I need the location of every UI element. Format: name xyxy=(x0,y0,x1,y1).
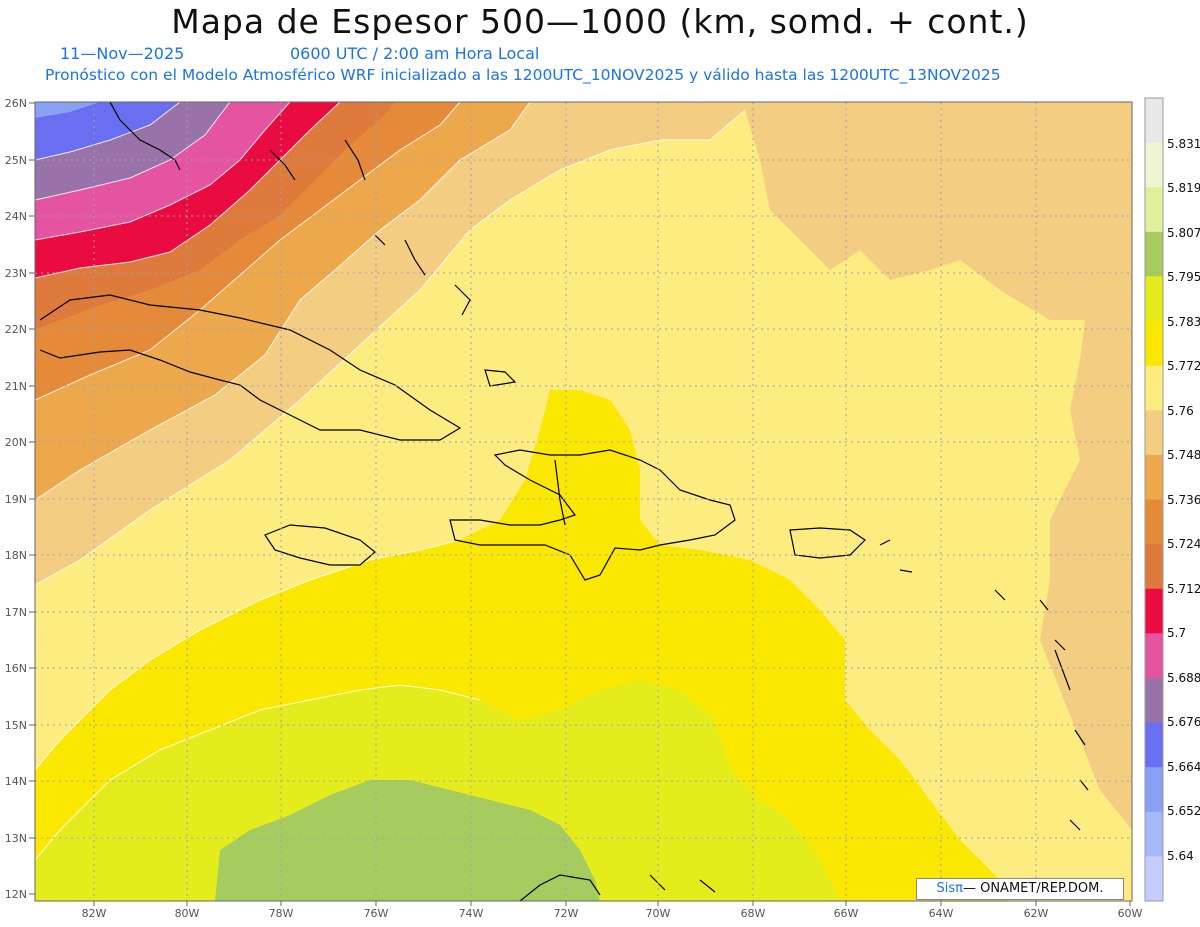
lat-label: 20N xyxy=(5,436,27,449)
colorbar-label: 5.831 xyxy=(1167,137,1200,151)
contour-lines xyxy=(35,102,746,861)
colorbar-swatch xyxy=(1145,454,1163,500)
colorbar-swatch xyxy=(1145,98,1163,144)
band-5652 xyxy=(35,102,100,118)
colorbar-label: 5.652 xyxy=(1167,804,1200,818)
credit-box: Sisπ— ONAMET/REP.DOM. xyxy=(916,878,1124,900)
colorbar-swatch xyxy=(1145,187,1163,233)
lon-label: 80W xyxy=(175,907,200,920)
colorbar-swatch xyxy=(1145,856,1163,902)
colorbar-swatch xyxy=(1145,722,1163,768)
map-title: Mapa de Espesor 500—1000 (km, somd. + co… xyxy=(171,2,1029,41)
lon-label: 82W xyxy=(82,907,107,920)
lon-label: 70W xyxy=(646,907,671,920)
lon-label: 74W xyxy=(459,907,484,920)
lat-label: 12N xyxy=(5,888,27,901)
colorbar-swatch xyxy=(1145,142,1163,188)
colorbar-label: 5.748 xyxy=(1167,448,1200,462)
lon-label: 60W xyxy=(1118,907,1143,920)
colorbar-swatch xyxy=(1145,321,1163,367)
lat-label: 22N xyxy=(5,323,27,336)
colorbar-label: 5.807 xyxy=(1167,226,1200,240)
latitude-ticks xyxy=(29,102,35,895)
colorbar-swatch xyxy=(1145,499,1163,545)
credit-text: — ONAMET/REP.DOM. xyxy=(962,881,1104,896)
lat-label: 19N xyxy=(5,493,27,506)
lat-label: 24N xyxy=(5,210,27,223)
lat-label: 18N xyxy=(5,549,27,562)
lon-label: 62W xyxy=(1024,907,1049,920)
colorbar-label: 5.676 xyxy=(1167,715,1200,729)
colorbar-swatch xyxy=(1145,276,1163,322)
lon-label: 64W xyxy=(929,907,954,920)
lat-label: 25N xyxy=(5,154,27,167)
lon-label: 72W xyxy=(554,907,579,920)
colorbar-label: 5.688 xyxy=(1167,671,1200,685)
colorbar-label: 5.795 xyxy=(1167,270,1200,284)
credit-brand: Sisπ xyxy=(936,881,963,896)
lat-label: 13N xyxy=(5,832,27,845)
lon-label: 76W xyxy=(364,907,389,920)
colorbar-swatch xyxy=(1145,544,1163,590)
colorbar-swatch xyxy=(1145,633,1163,679)
lat-label: 21N xyxy=(5,380,27,393)
colorbar-swatch xyxy=(1145,588,1163,634)
colorbar-swatch xyxy=(1145,365,1163,411)
lon-label: 68W xyxy=(741,907,766,920)
lat-label: 26N xyxy=(5,97,27,110)
colorbar-swatch xyxy=(1145,677,1163,723)
colorbar xyxy=(1145,98,1163,902)
colorbar-label: 5.772 xyxy=(1167,359,1200,373)
colorbar-label: 5.819 xyxy=(1167,181,1200,195)
colorbar-label: 5.76 xyxy=(1167,404,1194,418)
lat-label: 16N xyxy=(5,662,27,675)
colorbar-label: 5.64 xyxy=(1167,849,1194,863)
map-field xyxy=(35,102,1132,901)
colorbar-label: 5.783 xyxy=(1167,315,1200,329)
graticule xyxy=(35,102,1132,901)
lat-label: 15N xyxy=(5,719,27,732)
colorbar-labels: 5.831 5.819 5.807 5.795 5.783 5.772 5.76… xyxy=(1167,137,1200,863)
lat-label: 23N xyxy=(5,267,27,280)
longitude-ticks xyxy=(93,901,1131,906)
colorbar-swatch xyxy=(1145,767,1163,813)
lat-label: 17N xyxy=(5,606,27,619)
latitude-labels: 26N 25N 24N 23N 22N 21N 20N 19N 18N 17N … xyxy=(5,97,27,901)
lon-label: 78W xyxy=(269,907,294,920)
colorbar-label: 5.712 xyxy=(1167,582,1200,596)
band-5795 xyxy=(215,780,600,901)
lat-label: 14N xyxy=(5,775,27,788)
lon-label: 66W xyxy=(834,907,859,920)
longitude-labels: 82W 80W 78W 76W 74W 72W 70W 68W 66W 64W … xyxy=(82,907,1143,920)
colorbar-frame xyxy=(1144,97,1164,902)
colorbar-label: 5.736 xyxy=(1167,493,1200,507)
colorbar-label: 5.724 xyxy=(1167,537,1200,551)
model-description: Pronóstico con el Modelo Atmosférico WRF… xyxy=(45,66,1001,84)
map-frame xyxy=(34,101,1133,902)
colorbar-swatch xyxy=(1145,410,1163,456)
colorbar-swatch xyxy=(1145,231,1163,277)
colorbar-swatch xyxy=(1145,811,1163,857)
forecast-time: 0600 UTC / 2:00 am Hora Local xyxy=(290,44,540,63)
colorbar-label: 5.7 xyxy=(1167,626,1186,640)
band-5664 xyxy=(35,102,180,160)
colorbar-label: 5.664 xyxy=(1167,760,1200,774)
coastlines xyxy=(39,102,1089,901)
forecast-date: 11—Nov—2025 xyxy=(60,44,185,63)
